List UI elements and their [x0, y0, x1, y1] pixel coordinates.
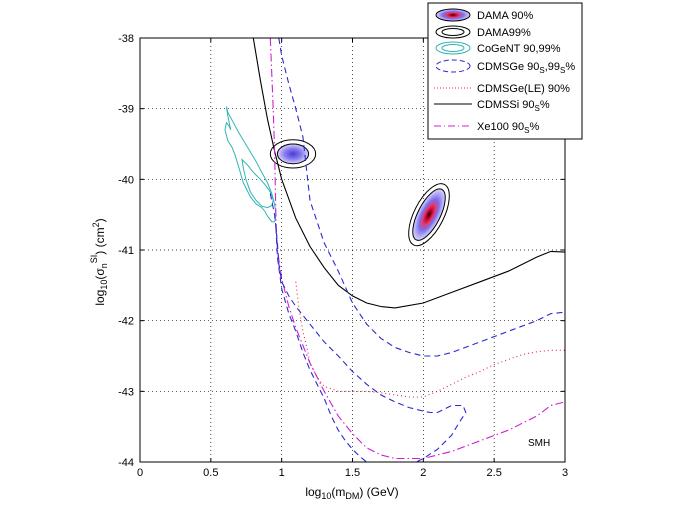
- legend-swatch-dama99-inner: [441, 28, 465, 36]
- x-tick-label: 0: [137, 467, 143, 479]
- legend-item-cdmsge: CDMSGe 90S,99S%: [435, 59, 575, 75]
- dama-cogent-contours: [224, 106, 450, 247]
- y-tick-label: -41: [118, 245, 134, 257]
- legend-label-xe100: Xe100 90S%: [477, 121, 539, 135]
- dama-high-group: [408, 183, 450, 247]
- cogent-99-contour: [224, 106, 277, 223]
- dama-high-99-contour: [408, 183, 450, 247]
- legend-item-cogent: CoGeNT 90,99%: [435, 41, 561, 55]
- x-tick-label: 0.5: [203, 467, 218, 479]
- series-line-cdmsge-3: [269, 193, 467, 462]
- x-tick-label: 2.5: [487, 467, 502, 479]
- dama-high-90-region: [412, 188, 446, 241]
- legend-item-dama90: DAMA 90%: [435, 8, 533, 22]
- y-tick-label: -42: [118, 316, 134, 328]
- legend-swatch-cogent: [435, 41, 471, 55]
- annotation-smh: SMH: [528, 438, 550, 449]
- x-axis-title: log10(mDM) (GeV): [305, 485, 398, 501]
- series-line-cdmsge-2: [278, 38, 565, 357]
- legend-item-dama99: DAMA99%: [435, 25, 531, 39]
- legend-swatch-dama90: [435, 8, 471, 22]
- y-axis-title: log10(σnSI) (cm2): [89, 218, 109, 305]
- grid-lines: [140, 38, 565, 462]
- legend-label-dama90: DAMA 90%: [477, 10, 533, 22]
- y-tick-label: -44: [118, 457, 134, 469]
- x-tick-label: 3: [562, 467, 568, 479]
- cogent-90-contour: [241, 158, 274, 209]
- y-tick-label: -38: [118, 33, 134, 45]
- x-tick-label: 1.5: [345, 467, 360, 479]
- series-line-cdmssi-0: [252, 38, 565, 309]
- exclusion-curves: [252, 38, 565, 462]
- legend: DAMA 90% DAMA99% CoGeNT 90,99% CDMSGe 90…: [427, 2, 583, 140]
- legend-label-cogent: CoGeNT 90,99%: [477, 43, 561, 55]
- series-line-xe100-1: [269, 38, 565, 460]
- legend-swatch-dama99: [435, 25, 471, 39]
- dama-low-90-region: [276, 143, 310, 165]
- legend-label-cdmsge-le: CDMSGe(LE) 90%: [477, 83, 570, 95]
- series-line-cdmsge_le-4: [295, 281, 565, 398]
- y-tick-label: -43: [118, 386, 134, 398]
- x-tick-label: 2: [420, 467, 426, 479]
- legend-item-xe100: Xe100 90S%: [434, 121, 539, 135]
- y-tick-label: -39: [118, 104, 134, 116]
- legend-label-dama99: DAMA99%: [477, 27, 531, 39]
- legend-swatch-cdmsge: [435, 59, 471, 73]
- legend-swatch-cogent-inner: [441, 44, 465, 52]
- x-tick-label: 1: [279, 467, 285, 479]
- legend-item-cdmssi: CDMSSi 90S%: [434, 99, 550, 113]
- dama-low-99-contour: [269, 139, 317, 169]
- legend-label-cdmssi: CDMSSi 90S%: [477, 99, 550, 113]
- y-tick-label: -40: [118, 174, 134, 186]
- axis-ticks: 0 0.5 1 1.5 2 2.5 3 -44 -43 -42 -41 -40 -39 -38: [118, 33, 568, 479]
- legend-label-cdmsge: CDMSGe 90S,99S%: [477, 61, 575, 75]
- legend-item-cdmsge-le: CDMSGe(LE) 90%: [434, 83, 570, 95]
